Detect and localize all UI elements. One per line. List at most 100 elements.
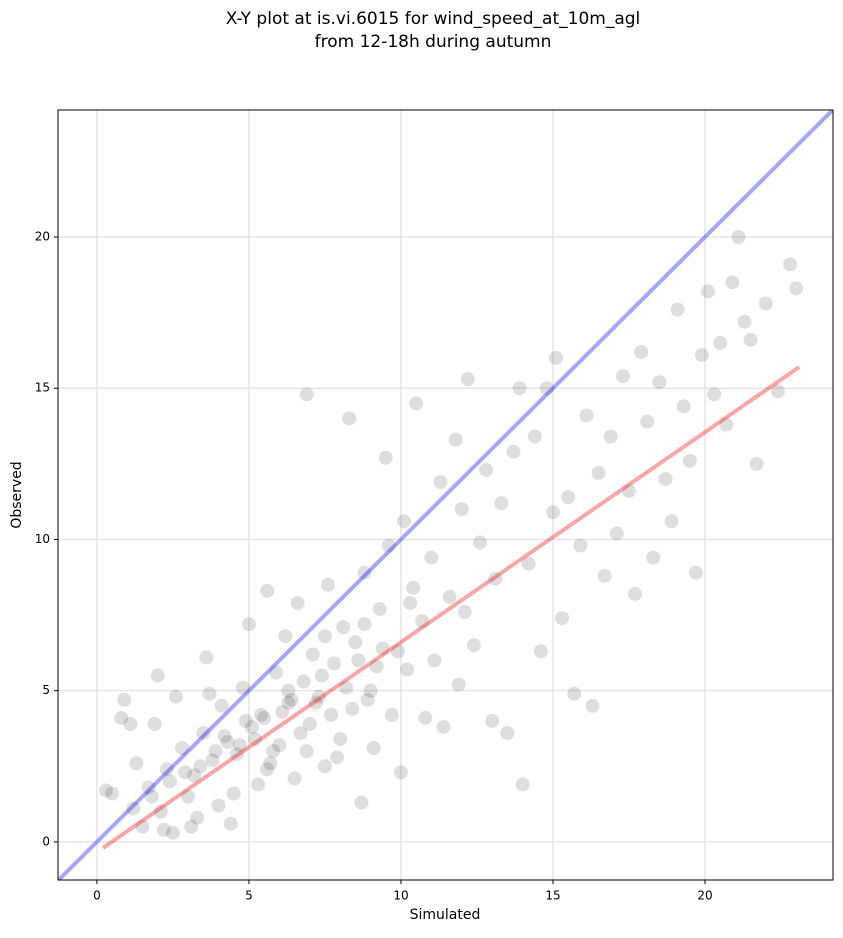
scatter-point [749,456,764,471]
scatter-point [512,381,527,396]
x-tick-label: 0 [93,889,101,903]
scatter-point [175,741,190,756]
scatter-point [473,535,488,550]
y-tick-label: 15 [35,381,50,395]
scatter-point [324,707,339,722]
y-tick-label: 20 [35,230,50,244]
scatter-point [257,710,272,725]
scatter-point [460,372,475,387]
scatter-point [743,332,758,347]
scatter-point [281,683,296,698]
scatter-point [688,565,703,580]
scatter-point [348,635,363,650]
scatter-point [266,744,281,759]
scatter-point [545,505,560,520]
scatter-point [406,580,421,595]
scatter-point [725,275,740,290]
chart-title: X-Y plot at is.vi.6015 for wind_speed_at… [226,9,641,29]
scatter-point [500,726,515,741]
scatter-point [713,335,728,350]
y-tick-label: 5 [42,683,50,697]
scatter-point [196,726,211,741]
scatter-point [190,810,205,825]
scatter-point [260,583,275,598]
scatter-point [168,689,183,704]
scatter-point [320,577,335,592]
scatter-point [561,490,576,505]
scatter-point [244,719,259,734]
scatter-point [436,719,451,734]
scatter-point [549,350,564,365]
scatter-point [217,729,232,744]
scatter-point [521,556,536,571]
scatter-point [220,735,235,750]
scatter-point [579,408,594,423]
scatter-point [114,710,129,725]
scatter-point [211,798,226,813]
scatter-point [366,741,381,756]
scatter-point [789,281,804,296]
scatter-point [150,668,165,683]
scatter-point [427,653,442,668]
scatter-point [299,744,314,759]
scatter-point [539,381,554,396]
scatter-point [317,629,332,644]
scatter-point [369,659,384,674]
scatter-point [448,432,463,447]
scatter-point [390,644,405,659]
scatter-point [223,816,238,831]
scatter-point [409,396,424,411]
scatter-point [263,756,278,771]
chart-title: from 12-18h during autumn [315,32,552,52]
scatter-point [357,565,372,580]
scatter-point [381,538,396,553]
scatter-point [141,780,156,795]
scatter-point [293,726,308,741]
scatter-point [354,795,369,810]
scatter-point [226,786,241,801]
scatter-point [147,716,162,731]
scatter-point [363,683,378,698]
scatter-point [400,662,415,677]
scatter-point [664,514,679,529]
scatter-point [676,399,691,414]
scatter-point [105,786,120,801]
scatter-point [591,465,606,480]
scatter-point [336,620,351,635]
scatter-point [333,732,348,747]
scatter-point [314,668,329,683]
scatter-point [184,819,199,834]
scatter-point [187,768,202,783]
scatter-point [628,586,643,601]
y-axis-label: Observed [9,461,25,528]
scatter-point [159,762,174,777]
scatter-point [269,665,284,680]
scatter-point [372,602,387,617]
axes-frame [57,109,834,881]
scatter-point [770,384,785,399]
scatter-point [634,344,649,359]
x-axis-label: Simulated [410,907,481,923]
scatter-point [275,704,290,719]
scatter-point [296,674,311,689]
scatter-point [479,462,494,477]
scatter-point [199,650,214,665]
scatter-point [162,774,177,789]
scatter-point [135,819,150,834]
scatter-point [731,230,746,245]
scatter-point [290,595,305,610]
scatter-point [357,617,372,632]
scatter-point [165,825,180,840]
scatter-point [330,750,345,765]
scatter-point [205,753,220,768]
scatter-point [609,526,624,541]
scatter-point [229,747,244,762]
scatter-point [202,686,217,701]
scatter-point [144,789,159,804]
x-tick-label: 15 [545,889,560,903]
scatter-point [178,765,193,780]
grid [58,110,833,880]
scatter-point [305,647,320,662]
y-tick-label: 0 [42,834,50,848]
